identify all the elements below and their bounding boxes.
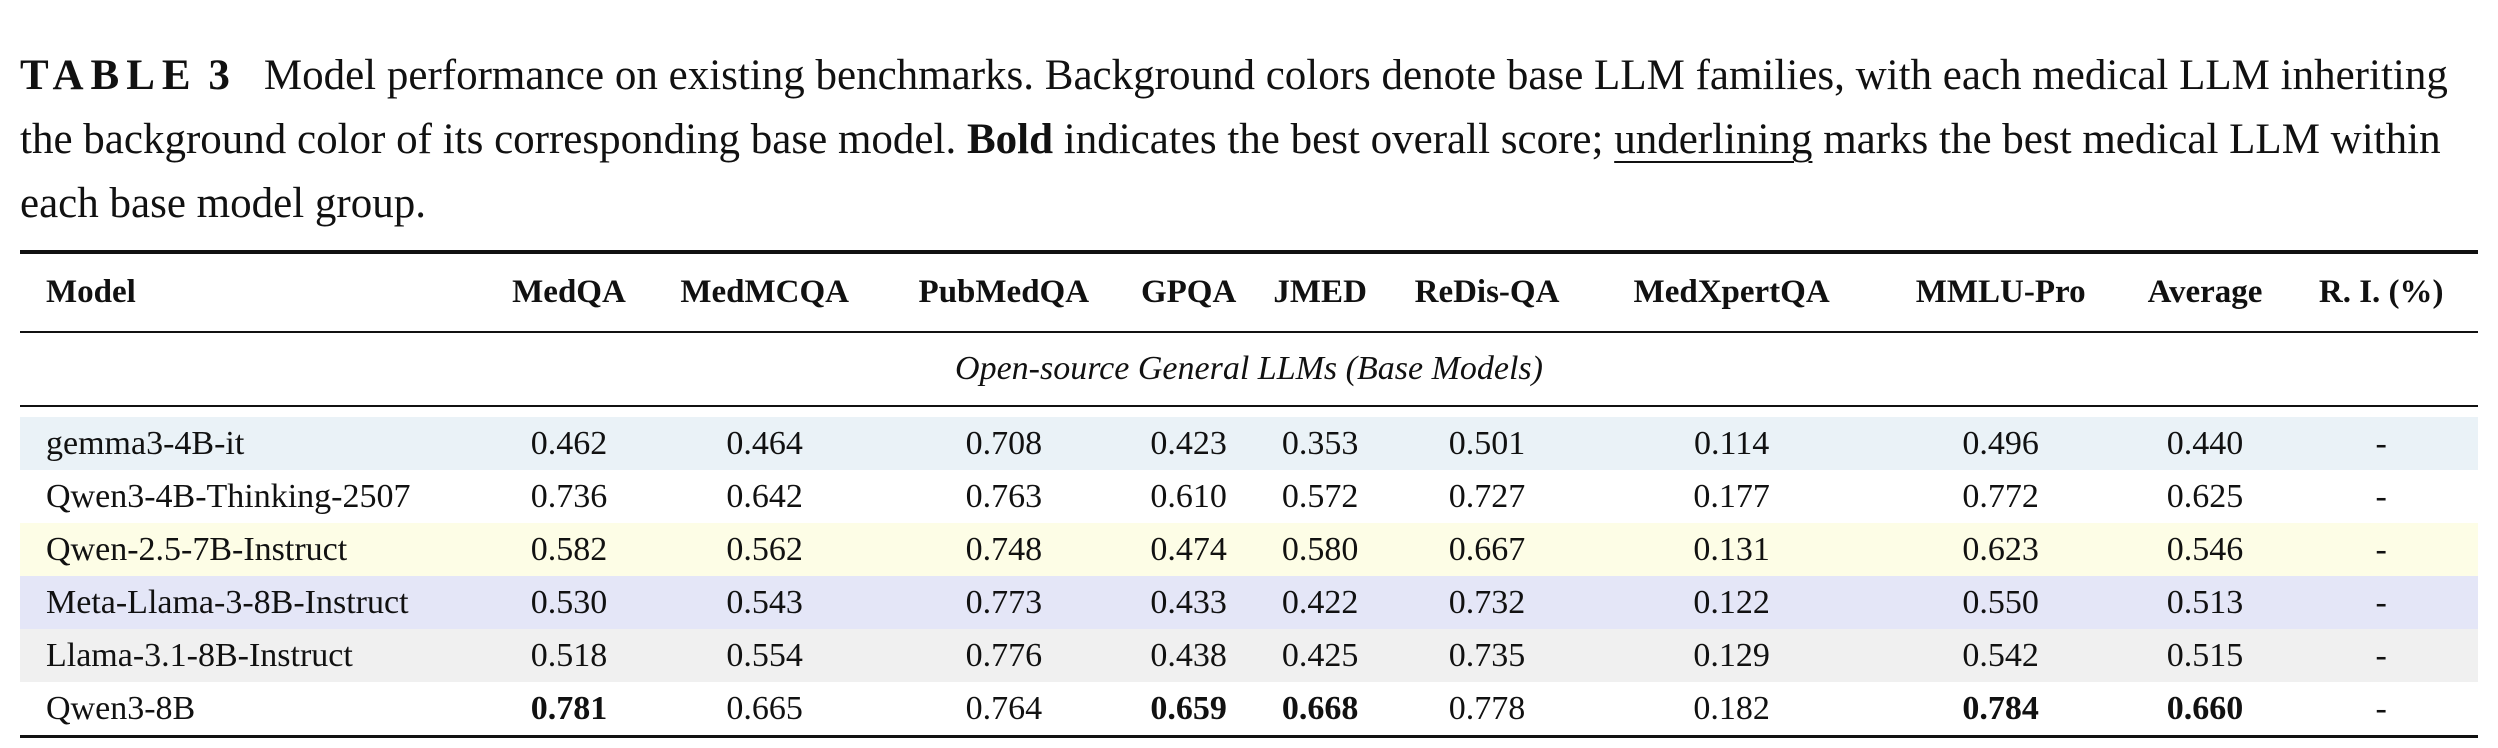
score-cell: 0.129 (1693, 636, 1770, 674)
score-cell: 0.474 (1150, 530, 1227, 568)
score-cell: 0.764 (884, 682, 1124, 738)
score-cell: 0.727 (1448, 477, 1526, 515)
score-cell: 0.114 (1693, 424, 1770, 462)
column-header: ReDis-QA (1386, 250, 1588, 333)
model-name-cell: Meta-Llama-3-8B-Instruct (46, 583, 409, 621)
caption-number: 3 (208, 52, 230, 99)
score-cell: 0.530 (530, 583, 608, 621)
table-body: Open-source General LLMs (Base Models) g… (20, 332, 2478, 738)
score-cell: 0.501 (1448, 424, 1526, 462)
section-title: Open-source General LLMs (Base Models) (20, 332, 2478, 407)
score-cell: 0.464 (726, 424, 803, 462)
score-cell: 0.433 (1150, 583, 1227, 621)
score-cell: 0.659 (1123, 682, 1254, 738)
score-cell: 0.763 (965, 477, 1043, 515)
model-name-cell: Qwen3-4B-Thinking-2507 (46, 477, 411, 515)
score-cell: 0.665 (645, 682, 885, 738)
score-cell: - (2375, 583, 2387, 621)
score-cell: 0.462 (530, 424, 608, 462)
table-row: Qwen3-8B 0.781 0.665 0.764 0.659 0.668 0.778 0.… (20, 682, 2478, 738)
score-cell: 0.781 (492, 682, 646, 738)
score-cell: 0.562 (726, 530, 803, 568)
score-cell: 0.550 (1962, 583, 2039, 621)
column-header: MMLU-Pro (1875, 250, 2126, 333)
caption-bold-word: Bold (966, 116, 1053, 163)
score-cell: 0.773 (965, 583, 1043, 621)
score-cell: - (2375, 530, 2387, 568)
score-cell: 0.772 (1962, 477, 2039, 515)
score-cell: 0.778 (1386, 682, 1588, 738)
caption-underline-word: underlining (1614, 116, 1813, 163)
column-header: PubMedQA (884, 250, 1124, 333)
score-cell: 0.735 (1448, 636, 1526, 674)
section-header-row: Open-source General LLMs (Base Models) (20, 332, 2478, 407)
column-header: Model (20, 250, 493, 333)
table-row: Meta-Llama-3-8B-Instruct 0.530 0.543 0.773 0… (20, 576, 2478, 629)
score-cell: 0.642 (726, 477, 803, 515)
score-cell: 0.623 (1962, 530, 2039, 568)
score-cell: 0.542 (1962, 636, 2039, 674)
spacer-row (20, 406, 2478, 417)
model-name-cell: Llama-3.1-8B-Instruct (46, 636, 353, 674)
results-table: Model MedQA MedMCQA PubMedQA GPQA JMED R… (20, 250, 2478, 738)
score-cell: 0.496 (1962, 424, 2039, 462)
column-header: R. I. (%) (2284, 250, 2478, 333)
score-cell: 0.515 (2166, 636, 2244, 674)
score-cell: 0.784 (1875, 682, 2126, 738)
score-cell: 0.353 (1281, 424, 1359, 462)
score-cell: 0.554 (726, 636, 803, 674)
score-cell: 0.668 (1253, 682, 1387, 738)
caption-text-part3: marks the best medical LLM within each b… (20, 116, 2441, 227)
score-cell: 0.131 (1693, 530, 1770, 568)
score-cell: 0.425 (1281, 636, 1359, 674)
score-cell: 0.776 (965, 636, 1043, 674)
score-cell: 0.667 (1448, 530, 1526, 568)
score-cell: 0.438 (1150, 636, 1227, 674)
model-name-cell: Qwen3-8B (20, 682, 493, 738)
score-cell: 0.177 (1693, 477, 1770, 515)
score-cell: 0.122 (1693, 583, 1770, 621)
column-header: MedXpertQA (1587, 250, 1876, 333)
column-header: GPQA (1123, 250, 1254, 333)
model-name-cell: Qwen-2.5-7B-Instruct (46, 530, 348, 568)
caption-text-part2: indicates the best overall score; (1053, 116, 1615, 163)
score-cell: 0.708 (965, 424, 1043, 462)
table-row: Qwen-2.5-7B-Instruct 0.582 0.562 0.748 0.474… (20, 523, 2478, 576)
score-cell: - (2375, 477, 2387, 515)
spacer-cell (20, 406, 2478, 417)
score-cell: 0.518 (530, 636, 608, 674)
score-cell: 0.748 (965, 530, 1043, 568)
score-cell: 0.423 (1150, 424, 1227, 462)
score-cell: 0.543 (726, 583, 803, 621)
score-cell: 0.736 (530, 477, 608, 515)
score-cell: 0.582 (530, 530, 608, 568)
score-cell: 0.580 (1281, 530, 1359, 568)
caption-label: TABLE (20, 52, 198, 99)
score-cell: - (2284, 682, 2478, 738)
score-cell: 0.513 (2166, 583, 2244, 621)
score-cell: 0.625 (2166, 477, 2244, 515)
column-header: Average (2125, 250, 2285, 333)
score-cell: 0.572 (1281, 477, 1359, 515)
score-cell: - (2375, 424, 2387, 462)
model-name-cell: gemma3-4B-it (46, 424, 245, 462)
table-row: Qwen3-4B-Thinking-2507 0.736 0.642 0.763 0.6… (20, 470, 2478, 523)
score-cell: 0.732 (1448, 583, 1526, 621)
score-cell: 0.660 (2125, 682, 2285, 738)
table-row: Llama-3.1-8B-Instruct 0.518 0.554 0.776 0.43… (20, 629, 2478, 682)
table-header-row: Model MedQA MedMCQA PubMedQA GPQA JMED R… (20, 250, 2478, 333)
score-cell: 0.546 (2166, 530, 2244, 568)
score-cell: - (2375, 636, 2387, 674)
column-header: MedQA (492, 250, 646, 333)
score-cell: 0.610 (1150, 477, 1227, 515)
score-cell: 0.182 (1587, 682, 1876, 738)
caption-text-part1: Model performance on existing benchmarks… (20, 52, 2448, 163)
table-caption: TABLE 3 Model performance on existing ben… (20, 44, 2480, 236)
score-cell: 0.422 (1281, 583, 1359, 621)
score-cell: 0.440 (2166, 424, 2244, 462)
column-header: MedMCQA (645, 250, 885, 333)
table-row: gemma3-4B-it 0.462 0.464 0.708 0.423 0.353 0.5… (20, 417, 2478, 470)
column-header: JMED (1253, 250, 1387, 333)
